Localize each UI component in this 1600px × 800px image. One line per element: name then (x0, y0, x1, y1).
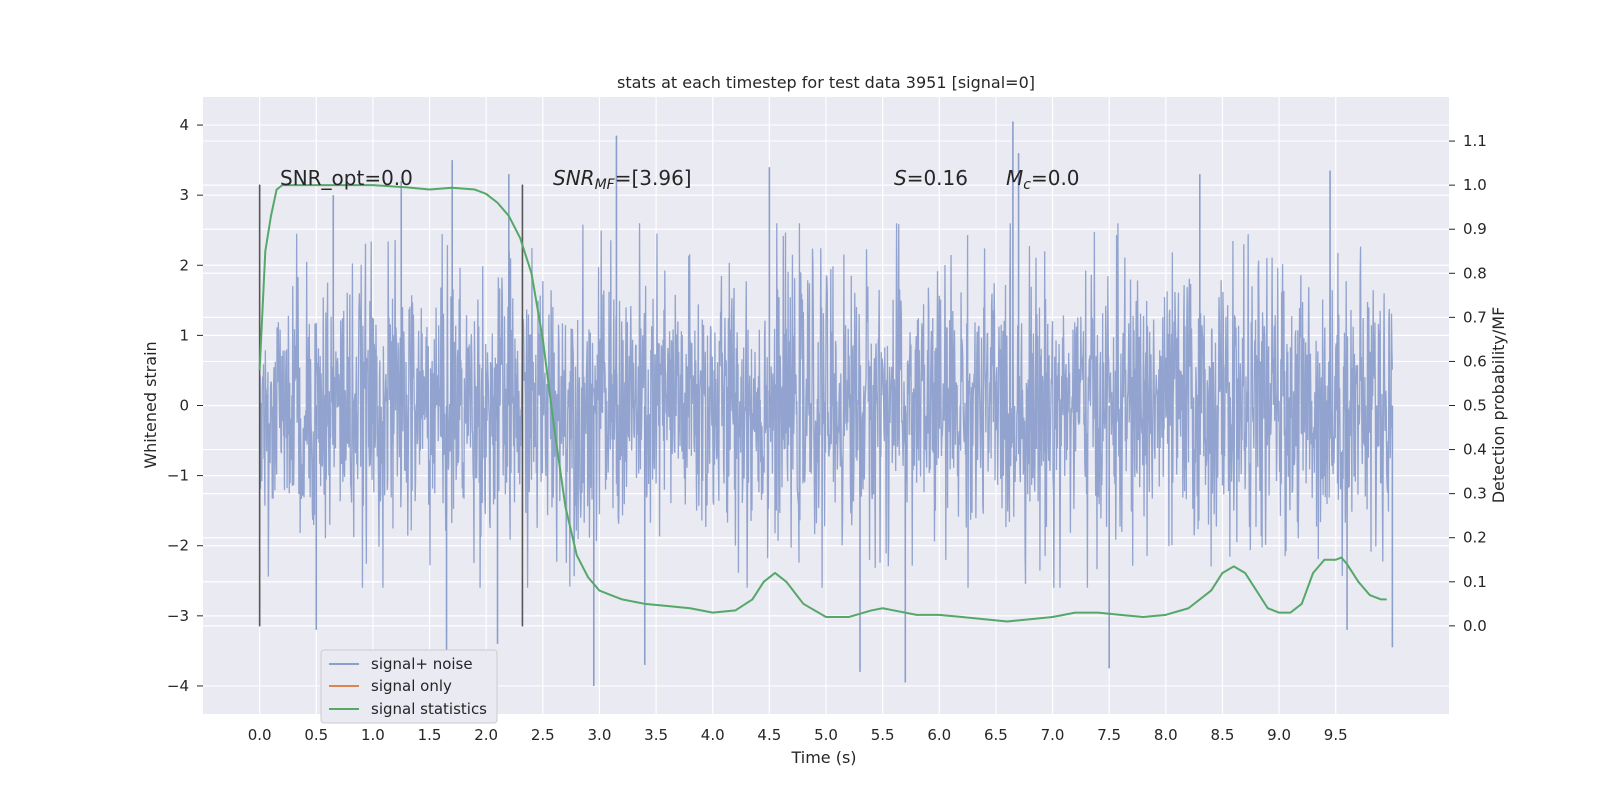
vertical-markers (258, 184, 524, 627)
y-tick-label: 4 (179, 116, 189, 134)
x-tick-label: 6.5 (984, 726, 1008, 744)
x-tick-label: 4.0 (701, 726, 725, 744)
x-tick-label: 9.5 (1324, 726, 1348, 744)
x-tick-label: 3.0 (588, 726, 612, 744)
annotation-mc: Mc=0.0 (1006, 166, 1080, 193)
annotation-snr-opt: SNR_opt=0.0 (280, 166, 413, 190)
x-tick-label: 9.0 (1267, 726, 1291, 744)
x-tick-label: 3.5 (644, 726, 668, 744)
annotation-snr-mf: SNRMF=[3.96] (553, 166, 692, 193)
x-tick-label: 7.5 (1097, 726, 1121, 744)
y2-tick-label: 1.0 (1463, 176, 1487, 194)
y-tick-label: 1 (179, 326, 189, 344)
x-tick-label: 1.0 (361, 726, 385, 744)
legend-label-signal-only: signal only (371, 677, 452, 695)
x-tick-label: 8.5 (1211, 726, 1235, 744)
y-tick-label: −2 (167, 537, 189, 555)
y2-tick-label: 0.3 (1463, 485, 1487, 503)
x-tick-label: 0.0 (248, 726, 272, 744)
legend: signal+ noise signal only signal statist… (320, 649, 498, 724)
legend-box (320, 649, 498, 724)
y2-tick-label: 0.4 (1463, 441, 1487, 459)
y-tick-label: −3 (167, 607, 189, 625)
x-axis-label: Time (s) (790, 748, 856, 767)
y2-axis-label: Detection probability/MF (1489, 307, 1508, 504)
x-tick-label: 4.5 (757, 726, 781, 744)
y-tick-label: −1 (167, 467, 189, 485)
y-axis-ticks: 4 3 2 1 0 −1 −2 −3 −4 (167, 116, 203, 695)
y2-tick-label: 0.1 (1463, 573, 1487, 591)
signal-noise-line (258, 223, 1394, 588)
x-tick-label: 0.5 (304, 726, 328, 744)
x-tick-label: 1.5 (418, 726, 442, 744)
x-tick-label: 5.0 (814, 726, 838, 744)
y2-tick-label: 0.7 (1463, 308, 1487, 326)
x-tick-label: 5.5 (871, 726, 895, 744)
signal-statistics-line (258, 184, 1387, 623)
legend-label-statistics: signal statistics (371, 700, 487, 718)
x-tick-label: 2.5 (531, 726, 555, 744)
y-tick-label: −4 (167, 677, 189, 695)
y2-axis-ticks: 1.1 1.0 0.9 0.8 0.7 0.6 0.5 0.4 0.3 0.2 0.1 0.0 (1449, 132, 1487, 635)
y2-tick-label: 0.8 (1463, 264, 1487, 282)
y-axis-label: Whitened strain (141, 341, 160, 468)
legend-label-noise: signal+ noise (371, 655, 473, 673)
y2-tick-label: 0.5 (1463, 397, 1487, 415)
x-tick-label: 6.0 (927, 726, 951, 744)
x-tick-label: 8.0 (1154, 726, 1178, 744)
signal-noise-series (258, 121, 1394, 686)
y-tick-label: 0 (179, 397, 189, 415)
y-tick-label: 2 (179, 256, 189, 274)
x-axis-ticks: 0.0 0.5 1.0 1.5 2.0 2.5 3.0 3.5 4.0 4.5 5.0 5.5 6.0 6… (248, 726, 1348, 744)
y2-tick-label: 0.0 (1463, 617, 1487, 635)
y2-tick-label: 0.9 (1463, 220, 1487, 238)
y2-tick-label: 0.2 (1463, 529, 1487, 547)
y-tick-label: 3 (179, 186, 189, 204)
x-tick-label: 2.0 (474, 726, 498, 744)
x-tick-label: 7.0 (1041, 726, 1065, 744)
signal-statistics-series (258, 184, 1387, 623)
y2-tick-label: 0.6 (1463, 352, 1487, 370)
annotation-s: S=0.16 (894, 166, 968, 190)
y2-tick-label: 1.1 (1463, 132, 1487, 150)
chart-title: stats at each timestep for test data 395… (617, 73, 1035, 92)
